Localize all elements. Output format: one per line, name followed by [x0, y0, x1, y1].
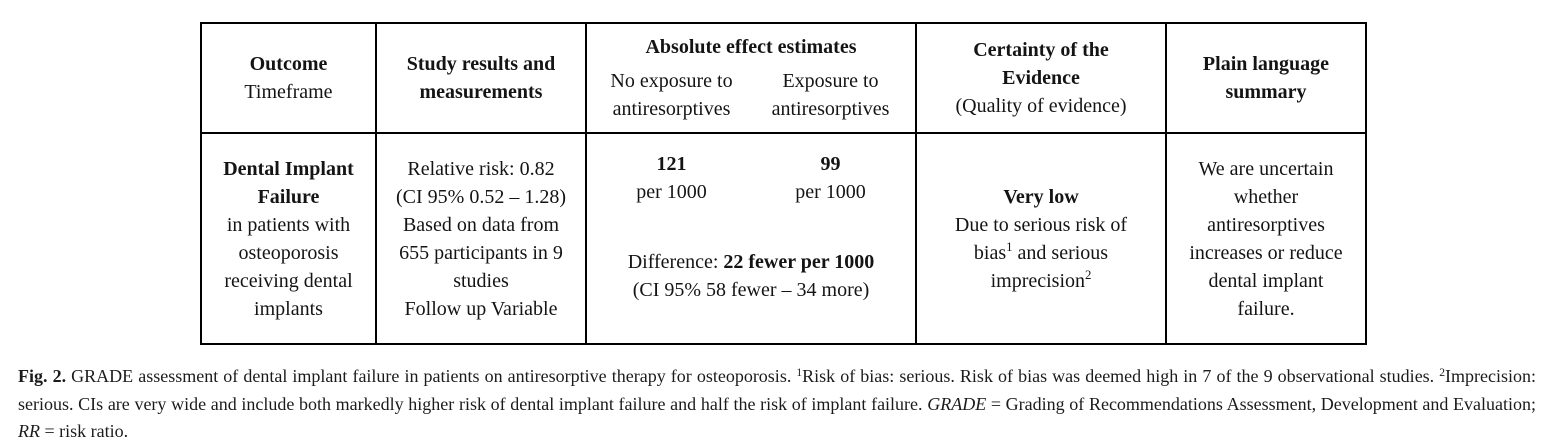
- header-absolute-subcolumns: No exposure to antiresorptives Exposure t…: [592, 67, 910, 123]
- header-no-exposure: No exposure to antiresorptives: [610, 70, 733, 120]
- cell-certainty: Very low Due to serious risk of bias1 an…: [915, 132, 1167, 345]
- outcome-name: Dental Implant Failure: [223, 157, 354, 208]
- header-exposure: Exposure to antiresorptives: [771, 70, 890, 120]
- header-absolute-title: Absolute effect estimates: [645, 36, 857, 58]
- exposure-value: 99: [820, 153, 841, 175]
- grade-assessment-table: Outcome Timeframe Study results and measu…: [200, 22, 1367, 345]
- header-cell-study-results: Study results and measurements: [375, 22, 587, 134]
- header-cell-plain-language: Plain language summary: [1165, 22, 1367, 134]
- caption-grade-definition: = Grading of Recommendations Assessment,…: [986, 393, 1536, 414]
- cell-plain-language-summary: We are uncertain whether antiresorptives in…: [1165, 132, 1367, 345]
- table-header-row: Outcome Timeframe Study results and measu…: [200, 22, 1367, 134]
- certainty-reason-line2: bias1 and serious: [973, 240, 1109, 264]
- certainty-reason-line1: Due to serious risk of: [954, 213, 1128, 236]
- difference-ci: (CI 95% 58 fewer – 34 more): [632, 279, 870, 301]
- caption-footnote-2-marker: 2: [1439, 366, 1446, 379]
- caption-rr-definition: = risk ratio.: [40, 421, 129, 441]
- difference-block: Difference: 22 fewer per 1000 (CI 95% 58…: [592, 248, 910, 304]
- caption-footnote-1-text: Risk of bias: serious. Risk of bias was …: [802, 366, 1440, 386]
- header-study-title: Study results and measurements: [406, 53, 556, 103]
- header-outcome-title: Outcome: [249, 53, 328, 75]
- caption-footnote-2-text: Imprecision: serious. CIs are very wide …: [18, 366, 1537, 414]
- header-certainty-title: Certainty of the Evidence: [973, 39, 1109, 89]
- figure-caption: Fig. 2. GRADE assessment of dental impla…: [18, 363, 1536, 446]
- no-exposure-unit: per 1000: [636, 181, 707, 203]
- exposure-estimate: 99 per 1000: [751, 150, 910, 206]
- footnote-ref-1: 1: [1006, 240, 1013, 255]
- header-cell-certainty: Certainty of the Evidence (Quality of evi…: [915, 22, 1167, 134]
- header-plain-title: Plain language summary: [1202, 53, 1330, 103]
- certainty-rating: Very low: [1003, 185, 1079, 208]
- cell-absolute-effects: 121 per 1000 99 per 1000 Difference: 22 …: [585, 132, 917, 345]
- no-exposure-value: 121: [656, 153, 687, 175]
- cell-study-results: Relative risk: 0.82 (CI 95% 0.52 – 1.28) B…: [375, 132, 587, 345]
- caption-footnote-1-marker: 1: [796, 366, 803, 379]
- header-certainty-sub: (Quality of evidence): [955, 95, 1127, 117]
- no-exposure-estimate: 121 per 1000: [592, 150, 751, 206]
- header-cell-absolute-effects: Absolute effect estimates No exposure to…: [585, 22, 917, 134]
- certainty-reason-line3: imprecision2: [990, 268, 1092, 292]
- caption-grade-abbrev: GRADE: [927, 393, 987, 414]
- difference-line: Difference: 22 fewer per 1000: [627, 251, 875, 273]
- exposure-unit: per 1000: [795, 181, 866, 203]
- absolute-values: 121 per 1000 99 per 1000: [592, 150, 910, 206]
- plain-summary-text: We are uncertain whether antiresorptives in…: [1189, 157, 1343, 320]
- caption-rr-abbrev: RR: [18, 421, 40, 441]
- header-outcome-sub: Timeframe: [244, 81, 333, 103]
- outcome-population: in patients with osteoporosis receiving de…: [224, 213, 353, 320]
- study-results-text: Relative risk: 0.82 (CI 95% 0.52 – 1.28) B…: [396, 157, 566, 320]
- table-row-dental-implant-failure: Dental Implant Failure in patients with os…: [200, 132, 1367, 345]
- caption-main-text: GRADE assessment of dental implant failu…: [66, 366, 797, 386]
- header-cell-outcome: Outcome Timeframe: [200, 22, 377, 134]
- cell-outcome: Dental Implant Failure in patients with os…: [200, 132, 377, 345]
- caption-label: Fig. 2.: [18, 366, 67, 386]
- footnote-ref-2: 2: [1085, 268, 1092, 283]
